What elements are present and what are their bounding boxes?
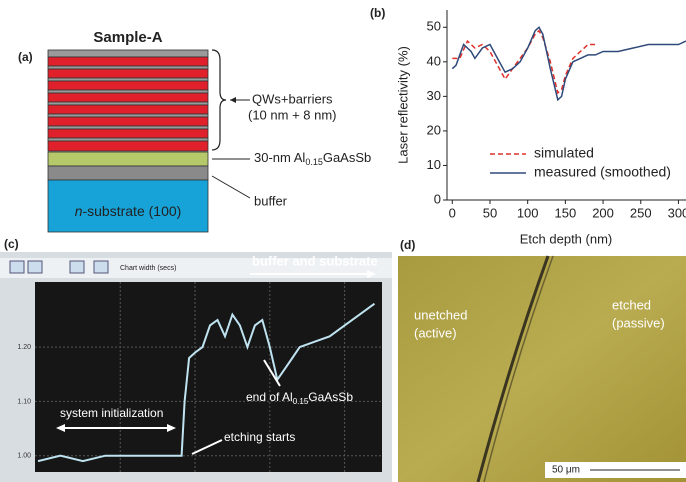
panel-label: (d) — [400, 238, 415, 252]
text: GaAsSb — [323, 150, 371, 165]
x-tick-label: 150 — [555, 205, 577, 220]
figure: (a) Sample-A QWs+barriers (10 — [0, 0, 686, 482]
chart: (b) Etch depth (nm) Laser reflectivity (%)… — [370, 6, 686, 246]
text: 30-nm Al — [254, 150, 305, 165]
y-tick-label: 10 — [427, 157, 441, 172]
y-tick-label: 40 — [427, 53, 441, 68]
legend-label: measured (smoothed) — [534, 164, 671, 180]
y-tick-label: 1.00 — [17, 453, 31, 460]
region-label: (active) — [414, 325, 457, 340]
tool-button[interactable] — [70, 261, 84, 273]
barrier-label: 30-nm Al0.15GaAsSb — [254, 150, 371, 167]
annotation: system initialization — [60, 406, 163, 420]
tool-button[interactable] — [10, 261, 24, 273]
data-line — [452, 27, 686, 100]
x-tick-label: 150 — [114, 474, 126, 481]
annotation: etching starts — [224, 430, 295, 444]
leader — [212, 176, 250, 198]
y-tick-label: 30 — [427, 88, 441, 103]
legend-label: simulated — [534, 145, 594, 161]
x-tick-label: 250 — [264, 474, 276, 481]
region-label: etched — [612, 297, 651, 312]
x-axis-label: Etch depth (nm) — [520, 231, 613, 246]
y-tick-label: 1.20 — [17, 344, 31, 351]
subscript: 0.15 — [305, 157, 323, 167]
annotation: buffer and substrate — [252, 253, 378, 268]
text: GaAsSb — [308, 390, 353, 404]
y-axis-label: Laser reflectivity (%) — [395, 46, 410, 164]
region-label: unetched — [414, 307, 468, 322]
sample-title: Sample-A — [93, 29, 162, 46]
x-tick-label: 0 — [449, 205, 456, 220]
text: end of Al — [246, 390, 293, 404]
plot-area — [35, 282, 382, 472]
y-tick-label: 20 — [427, 122, 441, 137]
y-tick-label: 50 — [427, 19, 441, 34]
y-tick-label: 0 — [434, 191, 441, 206]
text: n — [75, 203, 83, 219]
toolbar-label[interactable]: Chart width (secs) — [120, 265, 176, 272]
x-tick-label: 300 — [668, 205, 686, 220]
x-tick-label: 200 — [592, 205, 614, 220]
x-tick-label: 50 — [483, 205, 497, 220]
x-tick-label: 100 — [517, 205, 539, 220]
panel-label: (a) — [18, 50, 33, 64]
tool-button[interactable] — [94, 261, 108, 273]
micrograph — [398, 256, 686, 482]
y-tick-label: 1.10 — [17, 398, 31, 405]
tool-button[interactable] — [28, 261, 42, 273]
x-tick-label: 300 — [339, 474, 351, 481]
buffer-label: buffer — [254, 193, 288, 208]
x-tick-label: 200 — [189, 474, 201, 481]
substrate-label: n-substrate (100) — [75, 203, 182, 219]
panel-label: (b) — [370, 6, 385, 20]
text: -substrate (100) — [82, 203, 181, 219]
panel-a: (a) Sample-A QWs+barriers (10 — [18, 29, 371, 232]
qw-label: QWs+barriers — [252, 91, 333, 106]
brace — [212, 50, 226, 150]
subscript: 0.15 — [293, 397, 309, 406]
arrowhead — [230, 97, 236, 103]
x-tick-label: 250 — [630, 205, 652, 220]
panel-label: (c) — [4, 237, 19, 251]
scale-label: 50 μm — [552, 465, 580, 476]
region-label: (passive) — [612, 315, 665, 330]
qw-sub-label: (10 nm + 8 nm) — [248, 107, 337, 122]
panel-d: (d) unetched (active) etched (passive) 5… — [398, 238, 686, 482]
